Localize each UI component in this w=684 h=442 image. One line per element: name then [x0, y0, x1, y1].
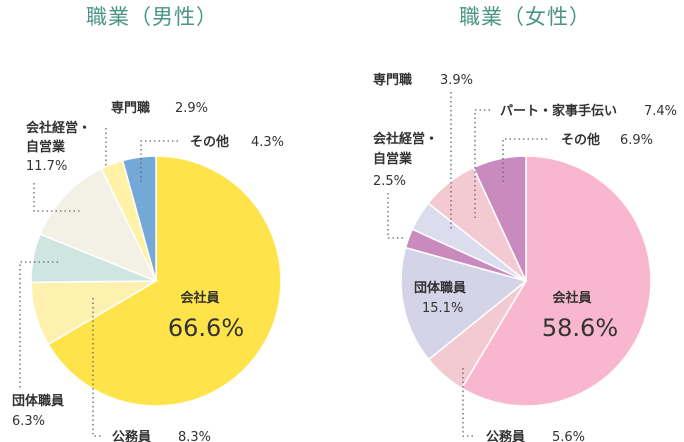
female-label-business-owner-2: 自営業	[373, 151, 413, 167]
female-leader-civil-servant	[462, 368, 474, 437]
female-value-company-employee: 58.6%	[542, 314, 618, 342]
male-value-other: 4.3%	[251, 135, 284, 150]
female-pie	[400, 155, 652, 407]
male-label-professional: 専門職	[111, 100, 150, 116]
female-value-civil-servant: 5.6%	[552, 430, 585, 442]
male-label-business-owner-1: 会社経営・	[26, 120, 91, 136]
female-slice-organization-staff	[400, 246, 528, 361]
female-label-business-owner-1: 会社経営・	[373, 131, 438, 147]
female-label-part-time: パート・家事手伝い	[500, 103, 617, 119]
female-leader-part-time	[474, 109, 490, 218]
male-slice-business-owner	[39, 167, 158, 283]
male-value-business-owner: 11.7%	[26, 159, 67, 174]
male-chart-title: 職業（男性）	[86, 5, 218, 29]
female-leader-other	[502, 138, 550, 182]
female-label-other: その他	[561, 132, 600, 148]
female-value-business-owner: 2.5%	[373, 174, 406, 189]
female-value-part-time: 7.4%	[644, 104, 677, 119]
male-label-company-employee: 会社員	[180, 290, 219, 306]
female-value-organization-staff: 15.1%	[422, 301, 463, 316]
male-leader-business-owner	[33, 183, 82, 212]
female-value-other: 6.9%	[620, 133, 653, 148]
female-chart-title: 職業（女性）	[459, 5, 591, 29]
male-value-civil-servant: 8.3%	[178, 430, 211, 442]
female-label-organization-staff: 団体職員	[414, 280, 466, 296]
female-label-company-employee: 会社員	[552, 290, 591, 306]
male-value-company-employee: 66.6%	[168, 314, 244, 342]
male-leader-civil-servant	[92, 298, 102, 437]
male-occupation-chart: 職業（男性） 会社員 66.6% 公務員 8.3% 団体職員 6.3% 会社経営…	[12, 5, 284, 442]
male-slice-other	[121, 155, 157, 282]
male-label-other: その他	[190, 134, 229, 150]
male-label-organization-staff: 団体職員	[12, 393, 64, 409]
female-slice-company-employee	[460, 155, 652, 407]
male-value-professional: 2.9%	[175, 101, 208, 116]
male-leader-organization-staff	[19, 261, 58, 388]
female-occupation-chart: 職業（女性） 会社員 58.6% 公務員 5.6% 団体職員 15.1% 会社経…	[373, 5, 677, 442]
male-slice-company-employee	[47, 155, 282, 407]
male-label-civil-servant: 公務員	[112, 429, 151, 442]
male-value-organization-staff: 6.3%	[12, 414, 45, 429]
female-label-professional: 専門職	[373, 72, 412, 88]
male-leader-other	[140, 140, 178, 182]
male-label-business-owner-2: 自営業	[26, 139, 66, 155]
female-slice-other	[472, 155, 527, 282]
female-label-civil-servant: 公務員	[486, 429, 525, 442]
male-pie	[30, 155, 282, 407]
female-value-professional: 3.9%	[440, 73, 473, 88]
female-leader-business-owner	[387, 193, 406, 239]
